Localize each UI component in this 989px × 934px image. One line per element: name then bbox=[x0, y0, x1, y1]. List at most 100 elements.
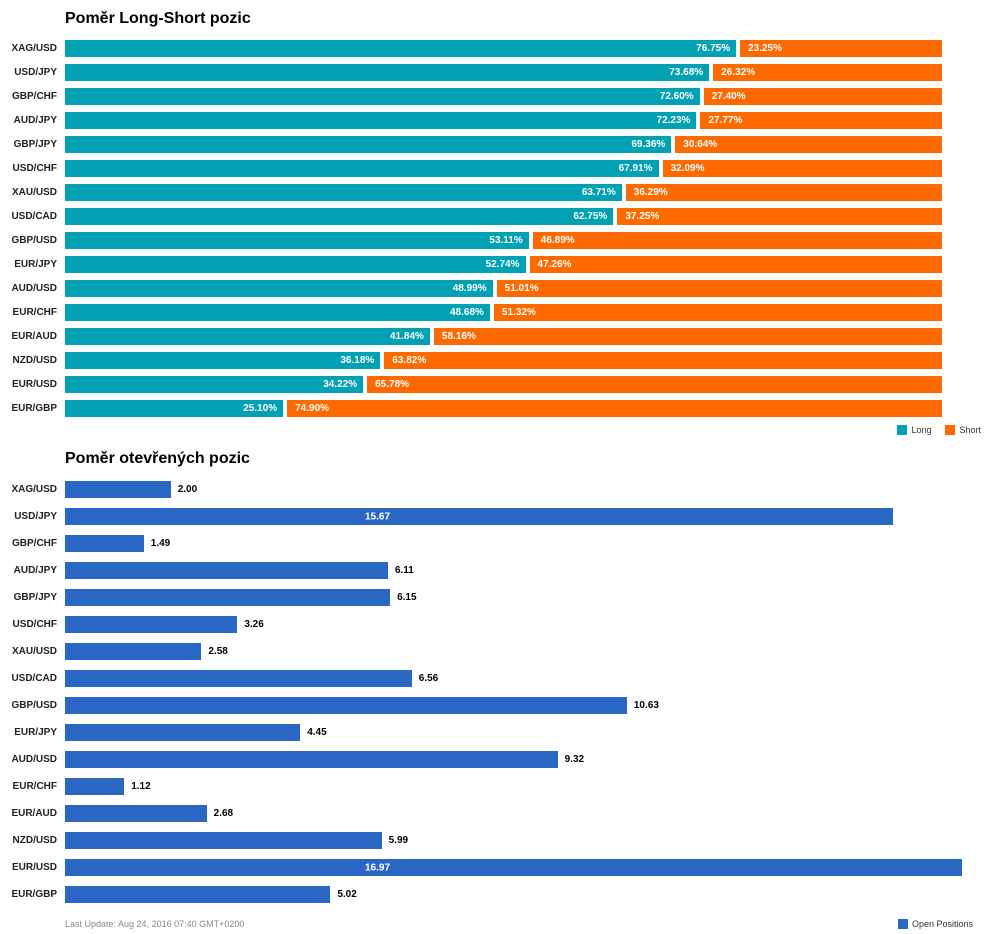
long-percent-label: 72.60% bbox=[659, 90, 694, 102]
short-bar-segment[interactable]: 74.90% bbox=[287, 399, 942, 417]
open-positions-bar[interactable] bbox=[65, 751, 558, 768]
long-legend-swatch-icon bbox=[897, 425, 908, 435]
pair-label: USD/CAD bbox=[11, 210, 57, 222]
long-bar-segment[interactable]: 52.74% bbox=[65, 255, 526, 273]
long-bar-segment[interactable]: 53.11% bbox=[65, 231, 529, 249]
open-positions-legend: Open Positions bbox=[897, 914, 981, 934]
pair-label: AUD/USD bbox=[11, 754, 57, 765]
pair-label: GBP/USD bbox=[11, 700, 57, 711]
long-percent-label: 41.84% bbox=[390, 330, 424, 342]
long-bar-segment[interactable]: 69.36% bbox=[65, 135, 672, 153]
value-label: 6.15 bbox=[397, 592, 417, 603]
long-bar-segment[interactable]: 76.75% bbox=[65, 39, 737, 57]
short-bar-segment[interactable]: 36.29% bbox=[625, 183, 942, 201]
open-positions-bar[interactable] bbox=[65, 535, 144, 552]
short-bar-segment[interactable]: 27.40% bbox=[703, 87, 942, 105]
pair-label: XAG/USD bbox=[11, 42, 57, 54]
short-percent-label: 23.25% bbox=[748, 42, 783, 54]
long-percent-label: 63.71% bbox=[581, 186, 616, 198]
open-positions-bar[interactable] bbox=[65, 724, 301, 741]
long-short-chart-title: Poměr Long-Short pozic bbox=[65, 10, 251, 27]
long-bar-segment[interactable]: 34.22% bbox=[65, 375, 364, 393]
open-positions-bar[interactable] bbox=[65, 778, 125, 795]
short-percent-label: 36.29% bbox=[633, 186, 668, 198]
short-bar-segment[interactable]: 51.01% bbox=[496, 279, 942, 297]
long-bar-segment[interactable]: 73.68% bbox=[65, 63, 710, 81]
open-positions-bar[interactable] bbox=[65, 616, 238, 633]
short-bar-segment[interactable]: 51.32% bbox=[493, 303, 942, 321]
footer-bar: Last Update: Aug 24, 2016 07:40 GMT+0200… bbox=[0, 908, 989, 934]
open-positions-bar[interactable] bbox=[65, 562, 388, 579]
legend-item-open-positions[interactable]: Open Positions bbox=[897, 919, 973, 929]
short-percent-label: 30.64% bbox=[683, 138, 718, 150]
short-percent-label: 51.32% bbox=[501, 306, 536, 318]
pair-label: USD/JPY bbox=[14, 511, 57, 522]
open-positions-row: EUR/JPY 4.45 bbox=[0, 719, 989, 746]
long-bar-segment[interactable]: 72.23% bbox=[65, 111, 697, 129]
long-bar-segment[interactable]: 62.75% bbox=[65, 207, 614, 225]
open-positions-row: USD/CAD 6.56 bbox=[0, 665, 989, 692]
long-bar-segment[interactable]: 36.18% bbox=[65, 351, 381, 369]
open-positions-bar[interactable] bbox=[65, 481, 171, 498]
short-bar-segment[interactable]: 23.25% bbox=[740, 39, 942, 57]
pair-label: AUD/USD bbox=[11, 282, 57, 294]
bar-track: 6.11 bbox=[65, 562, 962, 579]
long-bar-segment[interactable]: 25.10% bbox=[65, 399, 284, 417]
long-bar-segment[interactable]: 48.68% bbox=[65, 303, 490, 321]
open-positions-bar[interactable]: 16.97 bbox=[65, 859, 962, 876]
long-bar-segment[interactable]: 63.71% bbox=[65, 183, 622, 201]
open-positions-bar[interactable] bbox=[65, 886, 331, 903]
short-bar-segment[interactable]: 30.64% bbox=[675, 135, 942, 153]
open-positions-bar[interactable] bbox=[65, 643, 202, 660]
value-label: 3.26 bbox=[244, 619, 264, 630]
stacked-bar: 25.10% 74.90% bbox=[65, 399, 942, 417]
open-positions-bar[interactable] bbox=[65, 697, 627, 714]
short-percent-label: 46.89% bbox=[540, 234, 575, 246]
bar-track: 9.32 bbox=[65, 751, 962, 768]
bar-track: 15.67 bbox=[65, 508, 962, 525]
open-positions-bar[interactable] bbox=[65, 805, 207, 822]
stacked-bar: 72.23% 27.77% bbox=[65, 111, 942, 129]
open-positions-row: USD/JPY 15.67 bbox=[0, 503, 989, 530]
stacked-bar: 76.75% 23.25% bbox=[65, 39, 942, 57]
short-bar-segment[interactable]: 47.26% bbox=[529, 255, 942, 273]
open-positions-row: NZD/USD 5.99 bbox=[0, 827, 989, 854]
pair-label: EUR/JPY bbox=[14, 727, 57, 738]
long-short-row: GBP/USD 53.11% 46.89% bbox=[0, 228, 989, 252]
bar-track: 2.58 bbox=[65, 643, 962, 660]
short-bar-segment[interactable]: 63.82% bbox=[384, 351, 942, 369]
open-positions-row: EUR/AUD 2.68 bbox=[0, 800, 989, 827]
long-percent-label: 36.18% bbox=[340, 354, 375, 366]
long-short-chart: Poměr Long-Short pozic XAG/USD 76.75% 23.2… bbox=[0, 0, 989, 440]
long-bar-segment[interactable]: 41.84% bbox=[65, 327, 430, 345]
legend-item-short[interactable]: Short bbox=[945, 425, 981, 435]
short-legend-swatch-icon bbox=[945, 425, 956, 435]
long-percent-label: 69.36% bbox=[631, 138, 666, 150]
pair-label: GBP/JPY bbox=[13, 138, 57, 150]
long-bar-segment[interactable]: 72.60% bbox=[65, 87, 700, 105]
value-label: 2.68 bbox=[213, 808, 234, 819]
pair-label: EUR/USD bbox=[11, 378, 57, 390]
short-bar-segment[interactable]: 26.32% bbox=[713, 63, 942, 81]
short-bar-segment[interactable]: 27.77% bbox=[700, 111, 942, 129]
open-positions-bar[interactable] bbox=[65, 832, 382, 849]
long-bar-segment[interactable]: 48.99% bbox=[65, 279, 493, 297]
long-percent-label: 73.68% bbox=[669, 66, 704, 78]
open-positions-bar[interactable] bbox=[65, 589, 391, 606]
short-bar-segment[interactable]: 58.16% bbox=[433, 327, 942, 345]
long-bar-segment[interactable]: 67.91% bbox=[65, 159, 659, 177]
open-positions-bar[interactable] bbox=[65, 670, 412, 687]
pair-label: USD/CAD bbox=[11, 673, 57, 684]
short-bar-segment[interactable]: 46.89% bbox=[532, 231, 942, 249]
short-bar-segment[interactable]: 32.09% bbox=[662, 159, 942, 177]
open-positions-bar[interactable]: 15.67 bbox=[65, 508, 894, 525]
stacked-bar: 34.22% 65.78% bbox=[65, 375, 942, 393]
short-bar-segment[interactable]: 37.25% bbox=[617, 207, 942, 225]
open-positions-rows: XAG/USD 2.00 USD/JPY 15.67 GBP/CHF 1.49 AUD/JP… bbox=[0, 476, 989, 908]
long-short-row: EUR/CHF 48.68% 51.32% bbox=[0, 300, 989, 324]
short-bar-segment[interactable]: 65.78% bbox=[367, 375, 942, 393]
value-label: 5.02 bbox=[337, 889, 357, 900]
long-short-row: USD/CHF 67.91% 32.09% bbox=[0, 156, 989, 180]
short-percent-label: 26.32% bbox=[721, 66, 756, 78]
legend-item-long[interactable]: Long bbox=[897, 425, 931, 435]
